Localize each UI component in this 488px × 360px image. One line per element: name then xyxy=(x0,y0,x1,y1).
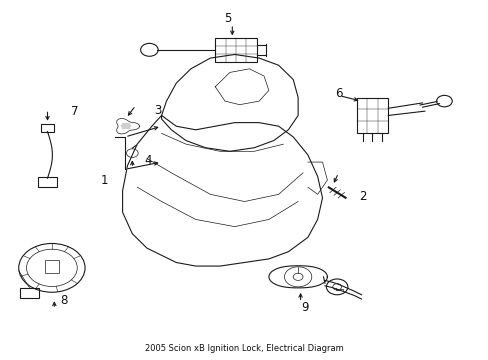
Text: 9: 9 xyxy=(301,301,308,314)
Bar xyxy=(44,260,59,273)
Text: 4: 4 xyxy=(144,154,152,167)
Bar xyxy=(356,98,387,134)
Text: 3: 3 xyxy=(154,104,162,117)
Text: 5: 5 xyxy=(224,12,231,25)
Bar xyxy=(41,124,54,132)
Text: 7: 7 xyxy=(71,105,79,118)
Bar xyxy=(20,288,39,298)
Bar xyxy=(38,177,57,187)
Text: 2005 Scion xB Ignition Lock, Electrical Diagram: 2005 Scion xB Ignition Lock, Electrical … xyxy=(145,344,343,353)
Bar xyxy=(215,39,256,62)
Text: 6: 6 xyxy=(334,87,342,100)
Text: 2: 2 xyxy=(358,190,366,203)
Text: 1: 1 xyxy=(100,174,108,186)
Text: 8: 8 xyxy=(61,294,68,307)
